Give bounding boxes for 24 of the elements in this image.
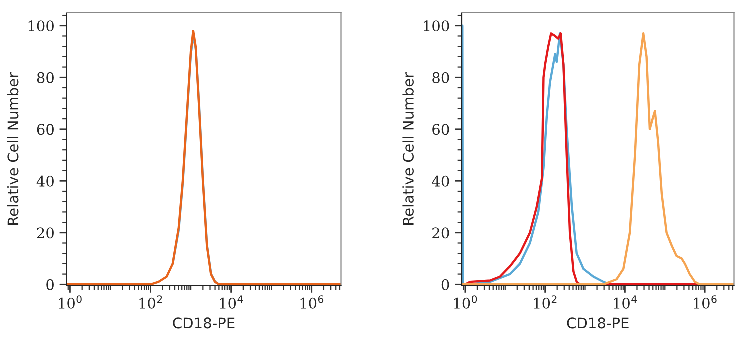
y-tick-label: 60 <box>37 124 54 136</box>
x-axis-title: CD18-PE <box>173 318 235 329</box>
y-tick-label: 100 <box>28 20 54 32</box>
y-tick-label: 100 <box>424 20 450 32</box>
x-tick-label: 10$^{4}$ <box>614 296 637 309</box>
y-tick-label: 20 <box>37 228 54 239</box>
x-tick-label: 10$^{2}$ <box>140 296 162 309</box>
y-tick-label: 0 <box>46 279 54 290</box>
x-tick-label: 10$^{6}$ <box>300 296 324 309</box>
y-tick-label: 80 <box>432 72 450 84</box>
y-axis-title: Relative Cell Number <box>402 72 414 225</box>
x-tick-label: 10$^{0}$ <box>454 296 478 309</box>
y-tick-label: 0 <box>442 279 450 290</box>
y-tick-label: 40 <box>36 176 54 187</box>
y-tick-label: 40 <box>432 176 450 187</box>
x-tick-label: 10$^{0}$ <box>59 296 82 309</box>
x-tick-label: 10$^{4}$ <box>220 296 244 309</box>
y-axis-title: Relative Cell Number <box>7 72 19 225</box>
y-tick-label: 60 <box>432 124 450 136</box>
x-tick-label: 10$^{2}$ <box>534 296 557 309</box>
x-axis-title: CD18-PE <box>567 318 629 329</box>
y-tick-label: 80 <box>37 72 54 84</box>
x-tick-label: 10$^{6}$ <box>694 296 717 309</box>
y-tick-label: 20 <box>432 228 450 239</box>
